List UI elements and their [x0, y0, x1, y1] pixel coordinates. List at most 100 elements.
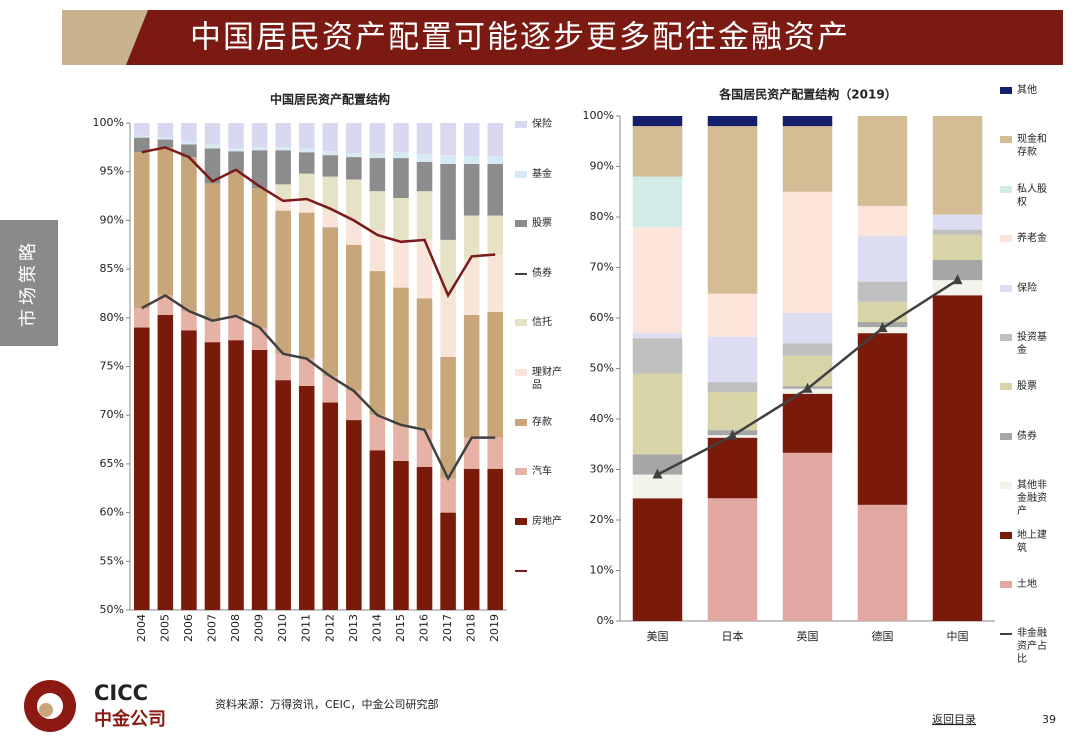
line-marker: [952, 274, 963, 285]
bar-segment: [416, 298, 433, 430]
legend-swatch: [1000, 581, 1012, 588]
bar-segment: [857, 236, 908, 282]
bar-segment: [251, 327, 268, 350]
bar-segment: [369, 153, 386, 159]
bar-segment: [204, 123, 221, 145]
bar-segment: [346, 179, 362, 221]
y-tick-label: 10%: [590, 564, 614, 577]
legend-item: 保险: [1000, 282, 1051, 295]
bar-segment: [393, 197, 409, 240]
line-marker: [652, 468, 663, 479]
bar-segment: [857, 116, 908, 206]
bar-segment: [393, 123, 409, 153]
bar-segment: [416, 429, 433, 467]
bar-segment: [298, 148, 315, 153]
bar-segment: [134, 152, 150, 309]
y-tick-label: 55%: [100, 554, 124, 567]
logo-en: CICC: [94, 681, 148, 705]
y-tick-label: 0%: [597, 614, 614, 627]
bar-segment: [298, 123, 315, 149]
x-tick-label: 2006: [182, 614, 195, 642]
legend-swatch: [1000, 284, 1012, 292]
legend-label: 土地: [1017, 579, 1037, 590]
legend-label: 存款: [532, 416, 552, 428]
legend-item: 股票: [515, 217, 566, 230]
bar-segment: [857, 504, 908, 621]
bar-segment: [346, 123, 362, 154]
bar-segment: [463, 156, 480, 164]
legend-item: 投资基金: [1000, 331, 1051, 357]
side-tab-label: 市场策略: [18, 239, 39, 327]
x-tick-label: 2011: [300, 614, 313, 642]
bar-segment: [857, 333, 908, 505]
line-series: [141, 293, 496, 482]
legend-item: 存款: [515, 416, 566, 429]
bar-segment: [782, 343, 833, 356]
bar-segment: [487, 163, 503, 216]
legend-item: 股票: [1000, 380, 1051, 393]
bar-segment: [932, 234, 983, 260]
bar-segment: [632, 126, 683, 177]
bar-segment: [707, 116, 758, 127]
bar-segment: [157, 137, 174, 140]
bar-segment: [251, 123, 268, 148]
y-tick-label: 95%: [100, 165, 124, 178]
bar-segment: [228, 151, 244, 172]
bar-segment: [707, 498, 758, 621]
y-tick-label: 100%: [93, 116, 124, 129]
bar-segment: [393, 287, 409, 425]
toc-link[interactable]: 返回目录: [932, 713, 976, 726]
line-series: [141, 146, 496, 299]
bar-segment: [782, 191, 833, 313]
y-tick-label: 20%: [590, 513, 614, 526]
bar-segment: [440, 293, 456, 357]
x-tick-label: 日本: [722, 629, 744, 643]
page-title: 中国居民资产配置可能逐步更多配往金融资产: [190, 20, 850, 56]
x-tick-label: 2018: [465, 614, 478, 642]
bar-segment: [204, 148, 221, 184]
bar-segment: [134, 137, 150, 153]
legend-swatch: [1000, 235, 1012, 243]
x-tick-label: 2017: [441, 614, 454, 642]
bar-segment: [346, 390, 362, 421]
bar-segment: [298, 152, 315, 174]
x-tick-label: 2008: [229, 614, 242, 642]
y-tick-label: 65%: [100, 457, 124, 470]
bar-segment: [181, 157, 197, 311]
bar-segment: [204, 342, 221, 610]
legend-swatch: [1000, 383, 1012, 391]
legend-item: 基金: [515, 168, 566, 181]
legend-label: 股票: [532, 218, 552, 230]
legend-swatch: [515, 517, 527, 525]
bar-segment: [181, 123, 197, 142]
bar-segment: [782, 355, 833, 387]
bar-segment: [440, 356, 456, 479]
bar-segment: [346, 157, 362, 180]
y-tick-label: 70%: [590, 261, 614, 274]
y-tick-label: 50%: [590, 362, 614, 375]
side-tab: [0, 220, 58, 346]
bar-segment: [632, 176, 683, 228]
bar-segment: [932, 280, 983, 296]
bar-segment: [782, 312, 833, 344]
bar-segment: [632, 227, 683, 334]
bar-segment: [416, 161, 433, 192]
legend-label: 股票: [1017, 381, 1037, 393]
legend-swatch: [1000, 334, 1012, 341]
y-tick-label: 75%: [100, 360, 124, 373]
bar-segment: [228, 123, 244, 149]
bar-segment: [487, 311, 503, 438]
bar-segment: [487, 156, 503, 164]
bar-segment: [782, 116, 833, 127]
banner: [126, 10, 1063, 65]
x-tick-label: 2007: [205, 614, 218, 642]
legend-item: 房地产: [515, 515, 566, 528]
bar-segment: [157, 123, 174, 138]
legend-label: 非金融资产占比: [1017, 628, 1047, 666]
bar-segment: [322, 227, 339, 377]
banner-accent: [62, 10, 150, 65]
bar-segment: [632, 474, 683, 499]
x-tick-label: 中国: [947, 630, 969, 643]
bar-segment: [932, 229, 983, 235]
